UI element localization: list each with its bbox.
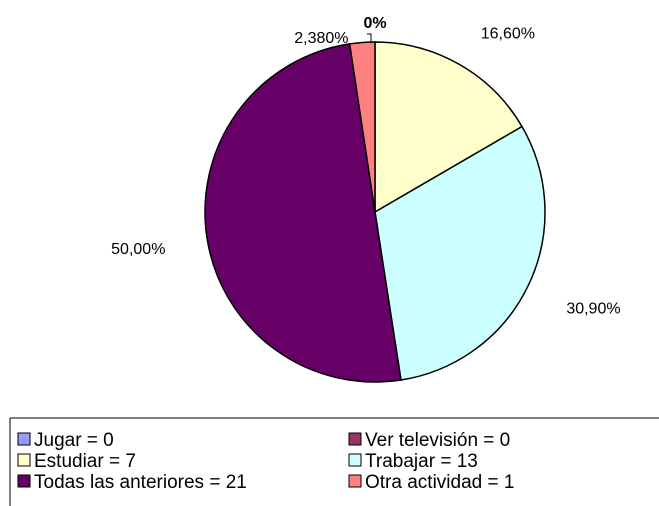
legend-swatch xyxy=(17,432,31,446)
legend-label: Trabajar = 13 xyxy=(365,451,478,472)
pie-slice xyxy=(204,43,402,383)
data-label: 2,380% xyxy=(294,30,348,47)
data-label: 50,00% xyxy=(111,241,165,258)
legend-label: Todas las anteriores = 21 xyxy=(34,472,247,493)
legend-label: Otra actividad = 1 xyxy=(365,472,514,493)
legend-swatch xyxy=(348,474,362,488)
data-label: 0% xyxy=(363,15,386,32)
legend-label: Estudiar = 7 xyxy=(34,451,136,472)
leader-line xyxy=(367,33,372,42)
legend-swatch xyxy=(17,453,31,467)
pie-slice xyxy=(374,41,523,214)
pie-slice xyxy=(348,41,376,213)
legend-label: Jugar = 0 xyxy=(34,430,114,451)
legend-swatch xyxy=(348,453,362,467)
data-label: 16,60% xyxy=(481,25,535,42)
data-label: 30,90% xyxy=(566,301,620,318)
legend-swatch xyxy=(348,432,362,446)
legend-label: Ver televisión = 0 xyxy=(365,430,510,451)
pie-slice xyxy=(374,125,546,381)
legend-swatch xyxy=(17,474,31,488)
